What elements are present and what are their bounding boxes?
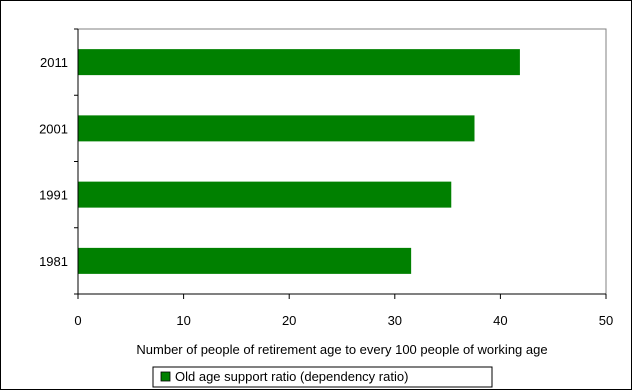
y-axis: 1981 1991 2001 2011 <box>39 28 79 295</box>
x-tick-label-0: 0 <box>74 313 81 328</box>
legend-swatch <box>160 371 171 382</box>
legend-box <box>152 366 493 388</box>
y-tick-label-2001: 2001 <box>39 121 68 136</box>
x-axis-title: Number of people of retirement age to ev… <box>136 342 547 357</box>
y-tick-label-1991: 1991 <box>39 188 68 203</box>
bar-1981 <box>78 247 412 274</box>
legend-label: Old age support ratio (dependency ratio) <box>175 369 408 384</box>
x-tick-label-10: 10 <box>176 313 190 328</box>
x-axis: 0 10 20 30 40 50 <box>74 293 613 328</box>
x-tick-label-20: 20 <box>282 313 296 328</box>
bar-2011 <box>78 49 520 76</box>
y-tick-label-2011: 2011 <box>40 55 68 70</box>
bar-1991 <box>78 181 452 208</box>
y-tick-label-1981: 1981 <box>39 254 68 269</box>
legend: Old age support ratio (dependency ratio) <box>152 366 493 388</box>
x-tick-label-30: 30 <box>388 313 402 328</box>
bars-layer <box>78 49 520 274</box>
x-tick-label-40: 40 <box>493 313 507 328</box>
x-tick-label-50: 50 <box>599 313 613 328</box>
bar-2001 <box>78 115 475 142</box>
